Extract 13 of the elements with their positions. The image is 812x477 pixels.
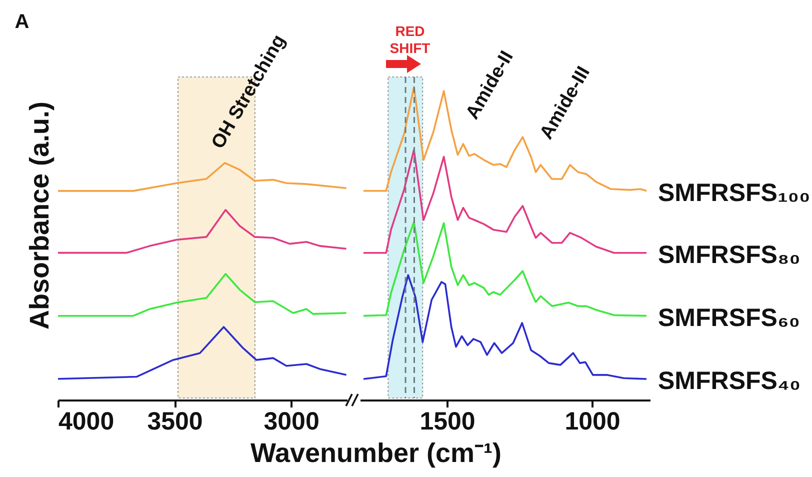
x-axis-title: Wavenumber (cm⁻¹) xyxy=(250,438,502,468)
text: RED SHIFT xyxy=(390,23,431,56)
y-axis-title: Absorbance (a.u.) xyxy=(24,101,54,330)
x-tick-label: 1500 xyxy=(420,408,476,436)
x-tick-label: 3000 xyxy=(264,408,320,436)
chart-title: A xyxy=(14,11,30,33)
series-label: SMFRSFS₆₀ xyxy=(658,304,800,332)
series-label: SMFRSFS₄₀ xyxy=(658,367,801,396)
series-label: SMFRSFS₁₀₀ xyxy=(658,178,810,207)
x-tick-label: 1000 xyxy=(564,408,620,436)
series-label: SMFRSFS₈₀ xyxy=(658,240,800,269)
x-tick-label: 3500 xyxy=(147,408,203,436)
x-tick-label: 4000 xyxy=(58,408,114,436)
